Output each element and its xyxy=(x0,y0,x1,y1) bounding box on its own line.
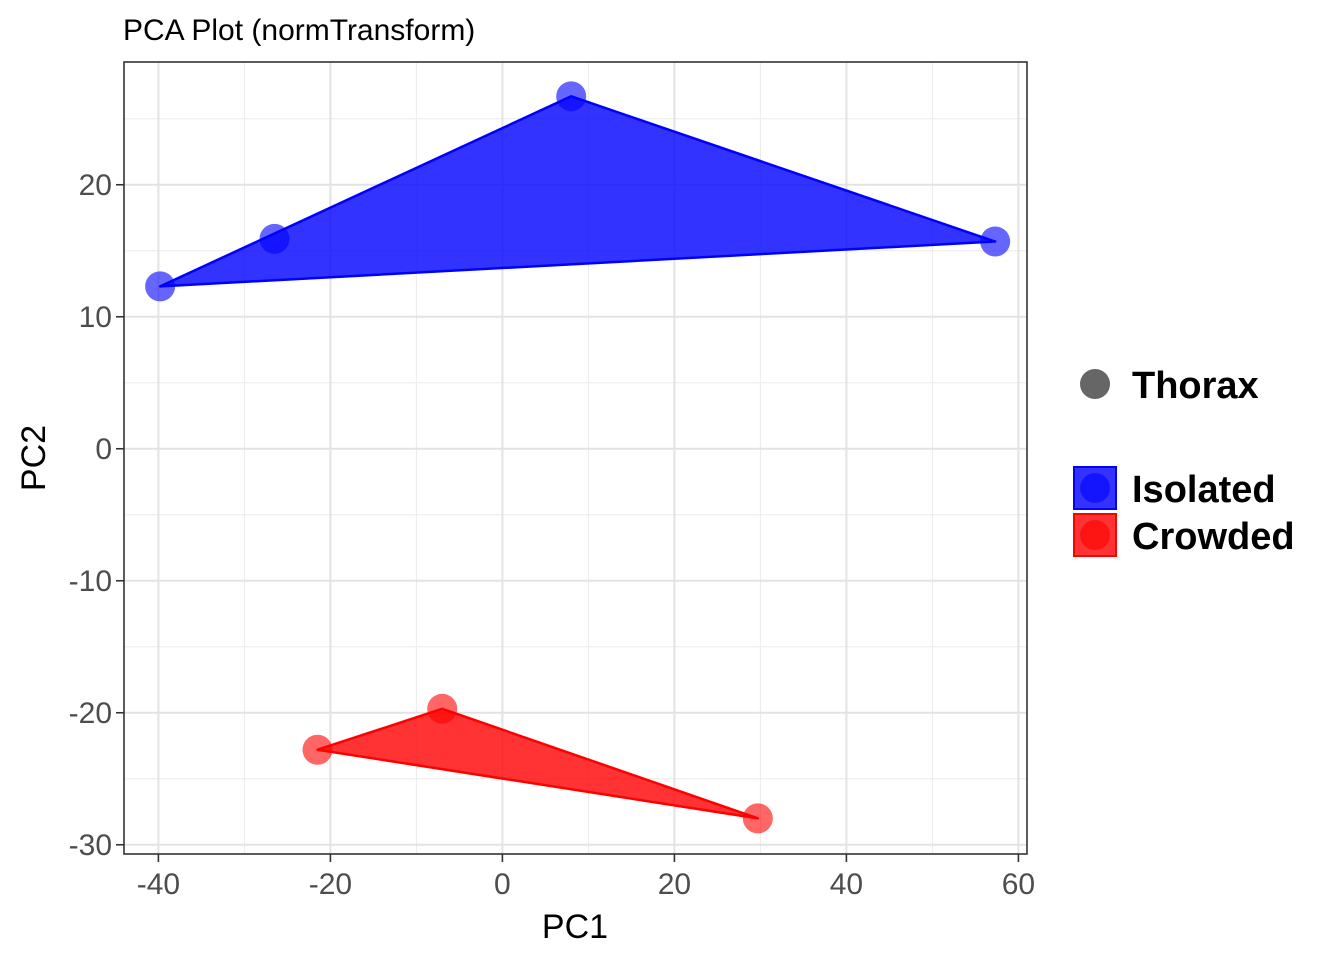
legend-thorax-circle-icon xyxy=(1080,369,1110,399)
x-tick-label: 40 xyxy=(830,868,863,901)
y-tick-label: 10 xyxy=(79,301,112,334)
legend-crowded-label: Crowded xyxy=(1132,516,1295,558)
legend: Thorax Isolated Crowded xyxy=(1073,365,1295,558)
crowded-data-point xyxy=(427,693,458,724)
legend-crowded-circle-icon xyxy=(1080,520,1110,550)
y-axis: -30 -20 -10 0 10 20 xyxy=(69,169,124,862)
chart-title: PCA Plot (normTransform) xyxy=(123,14,475,47)
x-tick-label: 0 xyxy=(494,868,511,901)
y-tick-label: -20 xyxy=(69,697,112,730)
isolated-data-point xyxy=(145,271,176,302)
x-tick-label: -40 xyxy=(137,868,180,901)
isolated-hull-polygon xyxy=(158,95,997,288)
crowded-data-point xyxy=(302,734,333,765)
x-tick-label: 60 xyxy=(1002,868,1035,901)
crowded-data-point xyxy=(742,803,773,834)
legend-shape-item: Thorax xyxy=(1080,365,1259,407)
x-axis-title: PC1 xyxy=(542,908,608,946)
legend-thorax-label: Thorax xyxy=(1132,365,1259,407)
x-axis: -40 -20 0 20 40 60 xyxy=(137,854,1035,901)
isolated-data-point xyxy=(980,226,1011,257)
crowded-hull-polygon xyxy=(316,707,760,820)
legend-isolated-circle-icon xyxy=(1080,473,1110,503)
legend-isolated-label: Isolated xyxy=(1132,469,1276,511)
y-tick-label: 0 xyxy=(95,433,112,466)
data-points xyxy=(145,81,1011,834)
legend-series-item-isolated: Isolated xyxy=(1073,466,1276,511)
group-polygons xyxy=(158,95,997,820)
plot-panel xyxy=(123,61,1028,855)
isolated-data-point xyxy=(556,81,587,112)
y-tick-label: -30 xyxy=(69,829,112,862)
y-tick-label: -10 xyxy=(69,565,112,598)
x-tick-label: 20 xyxy=(658,868,691,901)
x-tick-label: -20 xyxy=(309,868,352,901)
panel-border xyxy=(123,61,1028,855)
legend-series-item-crowded: Crowded xyxy=(1073,513,1295,558)
y-tick-label: 20 xyxy=(79,169,112,202)
y-axis-title: PC2 xyxy=(15,425,53,491)
isolated-data-point xyxy=(259,223,290,254)
